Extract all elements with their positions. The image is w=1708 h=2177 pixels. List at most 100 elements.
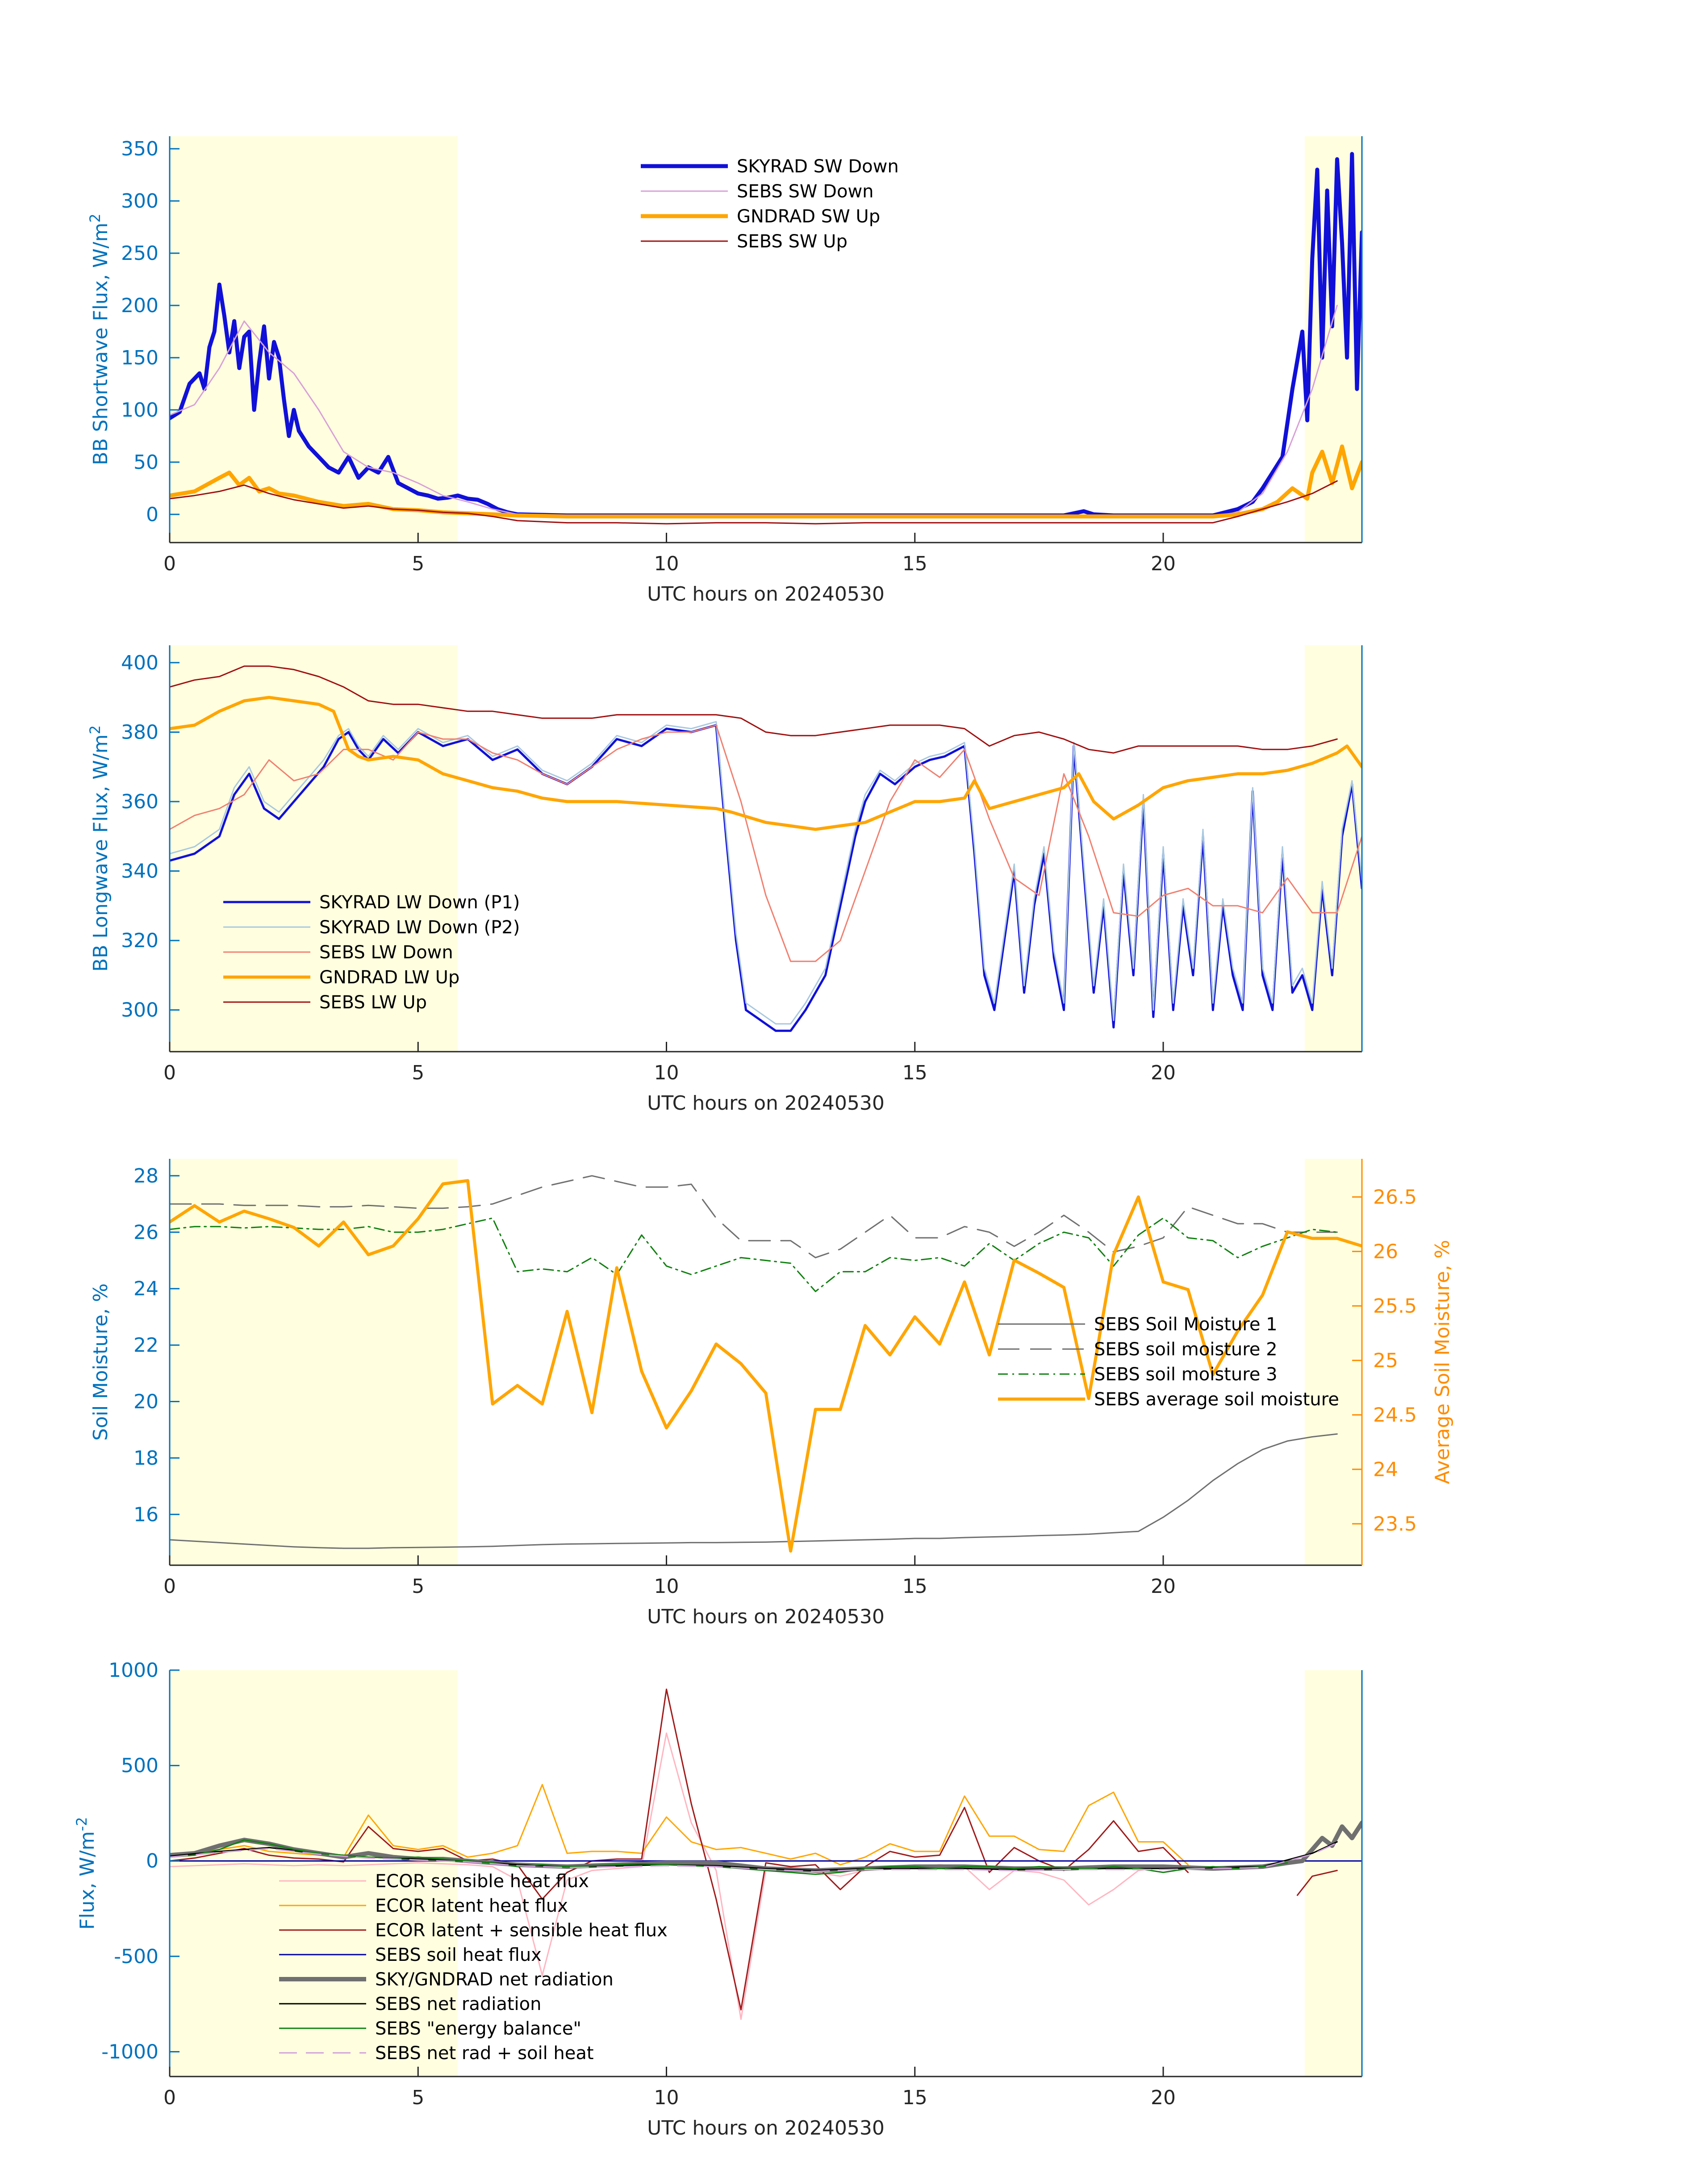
x-tick-label: 15 bbox=[902, 1061, 927, 1084]
y-tick-label: 150 bbox=[121, 347, 159, 369]
legend: ECOR sensible heat flux ECOR latent heat … bbox=[279, 1871, 668, 2064]
y-tick-label: -1000 bbox=[101, 2040, 159, 2063]
x-tick-label: 10 bbox=[654, 1575, 679, 1598]
legend-label: SKYRAD LW Down (P2) bbox=[319, 917, 520, 938]
y2-tick-label: 26 bbox=[1373, 1240, 1398, 1263]
x-axis-label: UTC hours on 20240530 bbox=[647, 583, 885, 606]
series-sebs-lw-up bbox=[170, 665, 1338, 754]
legend-label: SEBS LW Down bbox=[319, 942, 453, 963]
x-axis-label: UTC hours on 20240530 bbox=[647, 1092, 885, 1115]
y-tick-label: 350 bbox=[121, 138, 159, 160]
legend-label: SEBS "energy balance" bbox=[375, 2018, 581, 2039]
y2-tick-label: 26.5 bbox=[1373, 1186, 1417, 1208]
legend: SKYRAD LW Down (P1) SKYRAD LW Down (P2) SE… bbox=[223, 892, 520, 1013]
night-shade-1 bbox=[170, 645, 458, 1052]
legend-label: ECOR latent + sensible heat flux bbox=[375, 1920, 668, 1941]
y-tick-label: 0 bbox=[146, 1850, 159, 1872]
y-tick-label: 300 bbox=[121, 999, 159, 1022]
night-shade-1 bbox=[170, 1670, 458, 2077]
y-tick-label: 22 bbox=[134, 1334, 159, 1357]
y-axis-label: Soil Moisture, % bbox=[89, 1283, 112, 1441]
chart-lw: 0 5 10 15 20 300 320 340 360 380 400 UTC hours on 2… bbox=[87, 645, 1363, 1115]
y-tick-label: 100 bbox=[121, 399, 159, 422]
legend-label: SEBS SW Up bbox=[737, 231, 848, 252]
x-tick-label: 0 bbox=[163, 552, 176, 575]
y2-tick-label: 25 bbox=[1373, 1349, 1398, 1372]
series-sebs-soil-moisture-2 bbox=[170, 1175, 1338, 1258]
x-tick-label: 15 bbox=[902, 552, 927, 575]
y-tick-label: 380 bbox=[121, 721, 159, 744]
y-tick-label: 0 bbox=[146, 503, 159, 526]
series-group bbox=[170, 665, 1362, 1032]
series-sebs-sw-up bbox=[170, 480, 1338, 525]
y-tick-label: 18 bbox=[134, 1447, 159, 1470]
legend-label: SEBS LW Up bbox=[319, 992, 427, 1013]
y-tick-label: 500 bbox=[121, 1755, 159, 1777]
legend-label: ECOR latent heat flux bbox=[375, 1896, 568, 1916]
legend-label: SEBS net rad + soil heat bbox=[375, 2043, 594, 2064]
series-sebs-soil-moisture-3 bbox=[170, 1217, 1338, 1292]
night-shade-2 bbox=[1305, 1670, 1362, 2077]
legend-label: ECOR sensible heat flux bbox=[375, 1871, 589, 1892]
y-tick-label: 50 bbox=[134, 451, 159, 474]
night-shade-1 bbox=[170, 1159, 458, 1565]
legend-label: SEBS Soil Moisture 1 bbox=[1094, 1314, 1278, 1335]
x-tick-label: 5 bbox=[412, 1061, 424, 1084]
y-tick-label: 400 bbox=[121, 652, 159, 674]
y-tick-label: 340 bbox=[121, 860, 159, 883]
x-tick-label: 10 bbox=[654, 1061, 679, 1084]
x-tick-label: 20 bbox=[1151, 1061, 1176, 1084]
series-skyrad-lw-down-p2 bbox=[170, 721, 1362, 1025]
y-tick-label: 250 bbox=[121, 242, 159, 265]
y-tick-label: 28 bbox=[134, 1165, 159, 1187]
series-skyrad-sw-down bbox=[170, 152, 1362, 518]
x-tick-label: 20 bbox=[1151, 2086, 1176, 2109]
y-tick-label: 320 bbox=[121, 929, 159, 952]
legend-label: SEBS net radiation bbox=[375, 1994, 541, 2014]
series-sebs-soil-moisture-1 bbox=[170, 1433, 1338, 1549]
x-tick-label: 0 bbox=[163, 1061, 176, 1084]
x-tick-label: 0 bbox=[163, 2086, 176, 2109]
night-shade-2 bbox=[1305, 1159, 1362, 1565]
legend-label: SEBS average soil moisture bbox=[1094, 1389, 1339, 1410]
legend-label: SEBS SW Down bbox=[737, 181, 874, 202]
chart-soil: 0 5 10 15 20 16 18 20 22 24 26 28 23.5 24 24.5 25 25.5 26… bbox=[89, 1159, 1454, 1628]
legend-label: SEBS soil heat flux bbox=[375, 1945, 542, 1965]
series-gndrad-lw-up bbox=[170, 696, 1362, 831]
y-tick-label: 360 bbox=[121, 790, 159, 813]
legend-label: SKYRAD LW Down (P1) bbox=[319, 892, 520, 913]
x-tick-label: 10 bbox=[654, 552, 679, 575]
legend-label: GNDRAD LW Up bbox=[319, 967, 459, 988]
series-group bbox=[170, 152, 1362, 525]
y2-tick-label: 24.5 bbox=[1373, 1404, 1417, 1426]
x-tick-label: 10 bbox=[654, 2086, 679, 2109]
y-tick-label: 300 bbox=[121, 190, 159, 213]
legend-label: SKYRAD SW Down bbox=[737, 156, 899, 177]
y2-tick-label: 24 bbox=[1373, 1458, 1398, 1481]
y-tick-label: -500 bbox=[114, 1945, 159, 1968]
legend: SEBS Soil Moisture 1 SEBS soil moisture 2… bbox=[998, 1314, 1339, 1410]
y-tick-label: 16 bbox=[134, 1503, 159, 1526]
y-axis-label: BB Shortwave Flux, W/m2 bbox=[87, 213, 112, 465]
x-tick-label: 15 bbox=[902, 2086, 927, 2109]
x-tick-label: 20 bbox=[1151, 552, 1176, 575]
y2-axis-label: Average Soil Moisture, % bbox=[1431, 1240, 1454, 1484]
x-axis-label: UTC hours on 20240530 bbox=[647, 1605, 885, 1628]
x-tick-label: 5 bbox=[412, 1575, 424, 1598]
chart-flux: 0 5 10 15 20 -1000 -500 0 500 1000 UTC hours on 20… bbox=[73, 1659, 1363, 2139]
night-shade-1 bbox=[170, 136, 458, 543]
y-tick-label: 20 bbox=[134, 1390, 159, 1413]
x-tick-label: 5 bbox=[412, 2086, 424, 2109]
series-sebs-average-soil-moisture bbox=[170, 1179, 1362, 1553]
y2-tick-label: 23.5 bbox=[1373, 1513, 1417, 1535]
y-tick-label: 200 bbox=[121, 294, 159, 317]
legend-label: SKY/GNDRAD net radiation bbox=[375, 1969, 614, 1990]
x-tick-label: 5 bbox=[412, 552, 424, 575]
series-group bbox=[170, 1688, 1362, 2020]
y-tick-label: 24 bbox=[134, 1278, 159, 1300]
x-axis-label: UTC hours on 20240530 bbox=[647, 2117, 885, 2139]
y2-tick-label: 25.5 bbox=[1373, 1295, 1417, 1317]
y-axis-label: BB Longwave Flux, W/m2 bbox=[87, 725, 112, 972]
y-tick-label: 1000 bbox=[109, 1659, 159, 1682]
